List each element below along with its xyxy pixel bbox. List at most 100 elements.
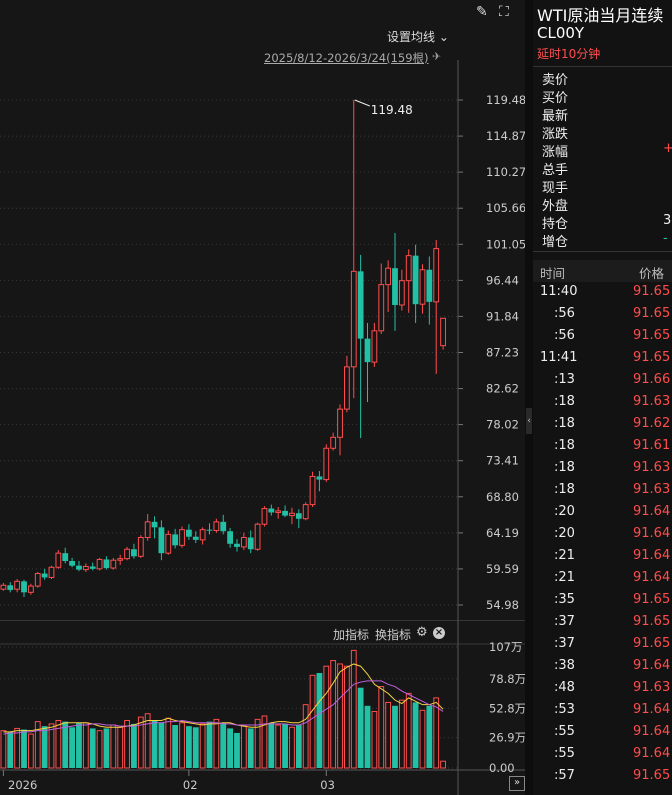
volume-bar-up	[144, 713, 151, 769]
candle-body-down	[158, 527, 165, 554]
volume-bar-up	[440, 760, 446, 769]
volume-bar-down	[295, 725, 302, 768]
candle-body-down	[247, 537, 254, 550]
fullscreen-icon[interactable]: ⛶	[499, 4, 509, 20]
chart-panel[interactable]: 119.48 114.87 110.27 105.66 101.05 96.44 91.84…	[0, 0, 525, 795]
tick-price: 91.65	[633, 328, 671, 343]
volume-bar-down	[62, 721, 69, 768]
time-tick-label: 02	[183, 778, 198, 792]
tick-row: :56 91.65	[533, 328, 672, 350]
price-tick-label: 114.87	[486, 129, 525, 143]
volume-tick-label: 0.00	[489, 761, 515, 775]
volume-bar-down	[76, 722, 82, 768]
price-tick-label: 78.02	[486, 418, 519, 432]
volume-bar-up	[350, 649, 357, 769]
candle-body-down	[21, 581, 27, 593]
candle-body-up	[27, 585, 34, 593]
candle-body-up	[350, 270, 357, 368]
quote-label: 最新	[542, 109, 569, 124]
close-icon[interactable]: ×	[433, 627, 445, 639]
volume-bar-down	[227, 728, 234, 768]
candle-body-up	[179, 529, 185, 546]
tick-time-header: 时间	[540, 266, 566, 281]
tick-time: :18	[554, 482, 575, 497]
candle-body-up	[385, 267, 392, 286]
quote-label: 外盘	[542, 199, 569, 214]
tick-row: :21 91.64	[533, 570, 672, 592]
tick-row: 11:40 91.65	[533, 284, 672, 306]
volume-bar-up	[344, 665, 350, 769]
price-tick-label: 59.59	[486, 562, 519, 576]
volume-bar-up	[240, 725, 247, 769]
candle-body-down	[392, 268, 398, 305]
tick-time: :57	[554, 768, 575, 783]
candle-body-down	[295, 513, 302, 519]
candle-body-up	[330, 436, 337, 449]
volume-chart[interactable]: 107万 78.8万 52.8万 26.9万 0.00 2026 02 03	[0, 620, 525, 795]
pin-icon[interactable]: ✈	[432, 50, 442, 63]
volume-tick-label: 78.8万	[489, 672, 525, 686]
price-tick-label: 101.05	[486, 237, 525, 251]
tick-time: :55	[554, 746, 575, 761]
candle-body-up	[0, 584, 7, 590]
swap-indicator-button[interactable]: 换指标	[375, 628, 412, 642]
panel-divider[interactable]	[525, 0, 533, 795]
tick-price: 91.61	[633, 438, 671, 453]
candle-body-up	[405, 255, 412, 282]
scroll-next-button[interactable]: »	[509, 776, 525, 791]
ma-settings-button[interactable]: 设置均线 ⌄	[387, 28, 449, 45]
candle-body-down	[206, 529, 213, 531]
candle-body-down	[151, 521, 158, 528]
tick-price: 91.65	[633, 614, 671, 629]
time-tick-label: 2026	[8, 778, 37, 792]
quote-value: -	[663, 231, 668, 246]
candle-body-up	[240, 537, 247, 548]
draw-tool-icon[interactable]: ✎	[476, 4, 488, 20]
quote-label: 买价	[542, 91, 569, 106]
volume-bar-down	[103, 728, 110, 768]
candle-body-up	[371, 330, 378, 363]
chevron-down-icon: ⌄	[438, 30, 449, 44]
tick-time: :18	[554, 460, 575, 475]
candle-body-down	[227, 531, 234, 544]
volume-bar-up	[302, 704, 309, 769]
add-indicator-button[interactable]: 加指标	[333, 628, 370, 642]
gear-icon[interactable]: ⚙	[416, 625, 428, 640]
volume-bar-up	[165, 717, 172, 769]
tick-row: :53 91.64	[533, 702, 672, 724]
tick-row: :18 91.63	[533, 482, 672, 504]
tick-time: :56	[554, 306, 575, 321]
volume-bar-up	[0, 730, 7, 769]
tick-row: :35 91.65	[533, 592, 672, 614]
price-chart[interactable]: 119.48 114.87 110.27 105.66 101.05 96.44 91.84…	[0, 0, 525, 620]
tick-price: 91.64	[633, 724, 671, 739]
quote-label: 现手	[542, 181, 569, 196]
candle-body-up	[344, 366, 350, 410]
tick-row: :55 91.64	[533, 724, 672, 746]
collapse-panel-handle[interactable]: ‹	[526, 408, 532, 434]
tick-price: 91.63	[633, 394, 671, 409]
tick-row: :48 91.63	[533, 680, 672, 702]
symbol-name: WTI原油当月连续	[537, 6, 664, 25]
candle-body-up	[440, 317, 446, 347]
volume-bar-up	[254, 718, 261, 769]
tick-price: 91.65	[633, 768, 671, 783]
tick-time: :38	[554, 658, 575, 673]
volume-bar-up	[96, 730, 103, 769]
tick-time: :35	[554, 592, 575, 607]
volume-bar-down	[21, 729, 27, 768]
volume-bar-down	[192, 727, 199, 768]
price-tick-label: 105.66	[486, 201, 525, 215]
volume-bar-up	[323, 665, 330, 769]
tick-time: :37	[554, 636, 575, 651]
quote-value: +	[663, 141, 672, 156]
volume-bar-up	[405, 692, 412, 769]
tick-price: 91.64	[633, 702, 671, 717]
volume-bar-down	[316, 673, 323, 768]
candle-body-down	[412, 255, 419, 305]
tick-row: :20 91.64	[533, 504, 672, 526]
candle-body-up	[14, 580, 21, 590]
candle-body-down	[69, 560, 75, 566]
volume-bar-down	[172, 725, 179, 768]
date-range-label[interactable]: 2025/8/12-2026/3/24(159根)	[264, 51, 429, 65]
